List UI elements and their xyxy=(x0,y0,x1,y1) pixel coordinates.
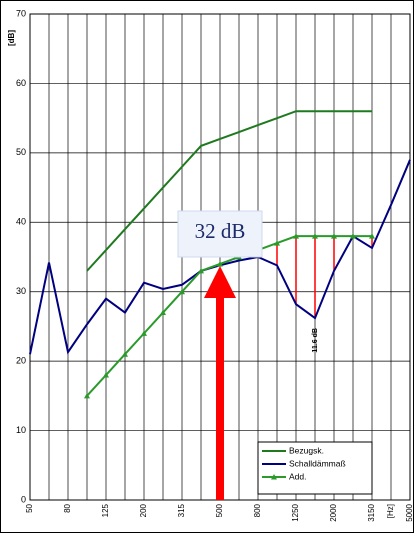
y-tick-label: 70 xyxy=(16,8,26,18)
marker xyxy=(350,233,356,239)
marker xyxy=(331,233,337,239)
marker xyxy=(141,330,147,336)
y-tick-label: 10 xyxy=(16,425,26,435)
y-tick-label: 20 xyxy=(16,356,26,366)
marker xyxy=(103,372,109,378)
marker xyxy=(179,288,185,295)
x-tick-label: 200 xyxy=(139,503,148,517)
x-tick-label: 3150 xyxy=(367,503,376,521)
legend-label: Add. xyxy=(289,471,307,481)
x-tick-label: 500 xyxy=(215,503,224,517)
y-tick-label: 30 xyxy=(16,286,26,296)
x-tick-label: 315 xyxy=(177,503,186,517)
x-tick-label: 800 xyxy=(253,503,262,517)
marker xyxy=(369,233,375,239)
series-line xyxy=(86,235,372,397)
arrow-shaft xyxy=(216,296,224,500)
marker xyxy=(198,267,204,274)
arrow-head xyxy=(204,266,236,298)
x-tick-label: 50 xyxy=(25,503,34,512)
marker xyxy=(122,351,128,357)
marker xyxy=(274,240,280,246)
marker xyxy=(293,233,299,239)
legend-marker xyxy=(271,474,277,480)
x-tick-label: [Hz] xyxy=(386,504,395,518)
x-tick-label: 1250 xyxy=(291,503,300,521)
y-tick-label: 0 xyxy=(21,494,26,504)
y-tick-label: 50 xyxy=(16,147,26,157)
annotation: 11.6 dB xyxy=(312,328,319,353)
y-axis-label: [dB] xyxy=(7,30,16,46)
x-tick-label: 80 xyxy=(63,503,72,512)
marker xyxy=(312,233,318,239)
marker xyxy=(84,392,90,399)
y-tick-label: 60 xyxy=(16,78,26,88)
legend-label: Schalldämmaß xyxy=(289,458,346,468)
x-tick-label: 5000 xyxy=(405,503,414,521)
callout-text: 32 dB xyxy=(195,219,246,243)
series-line xyxy=(86,110,372,272)
legend-label: Bezugsk. xyxy=(289,445,324,455)
marker xyxy=(160,309,166,316)
marker xyxy=(217,260,223,267)
callout-box xyxy=(177,210,263,258)
x-tick-label: 2000 xyxy=(329,503,338,521)
y-tick-label: 40 xyxy=(16,217,26,227)
x-tick-label: 125 xyxy=(101,503,110,517)
